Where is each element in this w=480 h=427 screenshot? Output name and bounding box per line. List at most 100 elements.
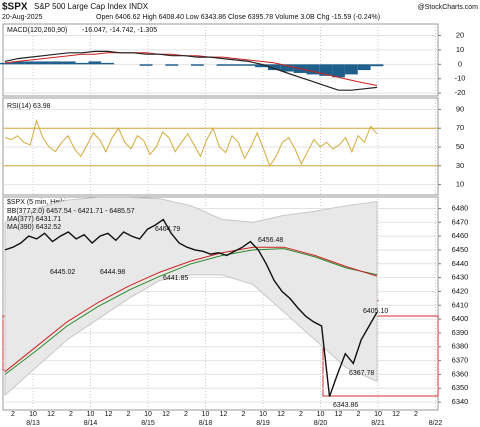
y-tick-label: 6360 [452,369,469,378]
histogram-bar [139,64,153,66]
x-hour-label: 2 [69,411,73,418]
x-hour-label: 12 [335,411,343,418]
macd-panel [2,23,439,97]
histogram-bar [242,64,256,66]
y-tick-label: 6390 [452,328,469,337]
price-annotation: 6456.48 [258,237,283,244]
y-tick-label: 6400 [452,314,469,323]
y-tick-label: 6470 [452,217,469,226]
y-tick-label: 6430 [452,273,469,282]
histogram-bar [191,64,204,66]
x-hour-label: 12 [392,411,400,418]
y-tick-label: 6380 [452,342,469,351]
x-date-label: 8/19 [256,420,270,427]
y-tick-label: 10 [456,180,464,189]
price-annotation: 6444.98 [100,269,125,276]
legend-entry: BB(377,2.0) 6457.54 - 6421.71 - 6485.57 [7,208,135,215]
legend-entry: MA(390) 6432.52 [7,224,61,231]
histogram-bar [280,64,294,72]
histogram-bar [75,62,89,65]
y-tick-label: 30 [456,161,464,170]
y-tick-label: 6440 [452,259,469,268]
x-hour-label: 12 [105,411,113,418]
y-tick-label: 20 [456,31,464,40]
price-annotation: 6441.85 [163,275,188,282]
y-tick-label: 6370 [452,356,469,365]
histogram-bar [370,64,384,67]
legend-values: -16.047, -14.742, -1.305 [82,27,157,34]
x-date-label: 8/20 [314,420,328,427]
x-hour-label: 10 [144,411,152,418]
x-date-label: 8/21 [371,420,385,427]
histogram-bar [319,64,333,76]
histogram-bar [101,62,115,65]
histogram-bar [255,64,268,68]
symbol: $SPX [2,2,28,13]
histogram-bar [267,64,281,71]
y-tick-label: 0 [458,59,462,68]
price-annotation: 6464.79 [155,226,180,233]
y-tick-label: 6350 [452,383,469,392]
x-hour-label: 2 [11,411,15,418]
rsi-line [4,119,378,167]
histogram-bar [332,64,345,78]
histogram-bar [357,64,371,71]
x-hour-label: 10 [259,411,267,418]
histogram-bar [11,61,25,65]
y-tick-label: 6340 [452,397,469,406]
x-hour-label: 12 [47,411,55,418]
x-hour-label: 10 [317,411,325,418]
x-date-label: 8/22 [429,420,443,427]
price-line [4,218,378,397]
x-hour-label: 10 [374,411,382,418]
ma-line [4,246,378,373]
x-hour-label: 12 [162,411,170,418]
y-tick-label: 50 [456,142,464,151]
x-hour-label: 10 [202,411,210,418]
histogram-bar [88,61,102,65]
y-tick-label: 6460 [452,231,469,240]
histogram-bar [49,61,63,65]
y-tick-label: 6420 [452,286,469,295]
histogram-bar [165,64,179,66]
histogram-bar [24,61,38,65]
x-date-label: 8/13 [26,420,40,427]
x-hour-label: 12 [277,411,285,418]
index-name: S&P 500 Large Cap Index INDX [34,2,149,11]
price-annotation: 6367.78 [349,370,374,377]
histogram-bar [306,64,320,75]
x-hour-label: 2 [299,411,303,418]
price-annotation: 6405.10 [363,308,388,315]
legend: MACD(120,260,90) [7,27,67,34]
legend-entry: MA(377) 6431.71 [7,216,61,223]
y-tick-label: 70 [456,123,464,132]
signal-line [4,52,378,86]
y-tick-label: 90 [456,104,464,113]
histogram-bar [216,64,230,66]
date: 20-Aug-2025 [2,14,43,21]
y-tick-label: -10 [455,74,466,83]
macd-line [4,50,378,91]
y-tick-label: 6450 [452,245,469,254]
x-hour-label: 12 [220,411,228,418]
histogram-bar [344,64,358,75]
price-panel [2,196,439,411]
x-hour-label: 2 [357,411,361,418]
price-annotation: 6445.02 [50,269,75,276]
x-date-label: 8/14 [84,420,98,427]
brand: @StockCharts.com [418,4,479,11]
ma-line [4,248,378,375]
x-hour-label: 2 [414,411,418,418]
x-hour-label: 2 [242,411,246,418]
x-hour-label: 10 [87,411,95,418]
histogram-bar [229,64,243,66]
x-date-label: 8/18 [199,420,213,427]
y-tick-label: 10 [456,45,464,54]
histogram-bar [37,61,50,65]
histogram-bar [62,61,76,65]
y-tick-label: 6410 [452,300,469,309]
price-annotation: 6343.86 [333,402,358,409]
y-tick-label: -20 [455,88,466,97]
x-date-label: 8/15 [141,420,155,427]
